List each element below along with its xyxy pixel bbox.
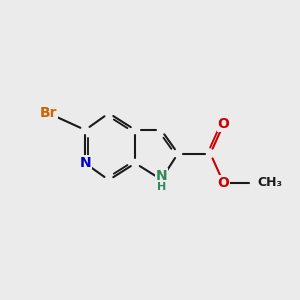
Text: O: O xyxy=(218,176,230,190)
Text: O: O xyxy=(218,117,230,131)
Text: N: N xyxy=(80,156,91,170)
Text: Br: Br xyxy=(40,106,57,120)
Text: H: H xyxy=(157,182,166,192)
Text: CH₃: CH₃ xyxy=(257,176,282,190)
Text: N: N xyxy=(155,169,167,183)
